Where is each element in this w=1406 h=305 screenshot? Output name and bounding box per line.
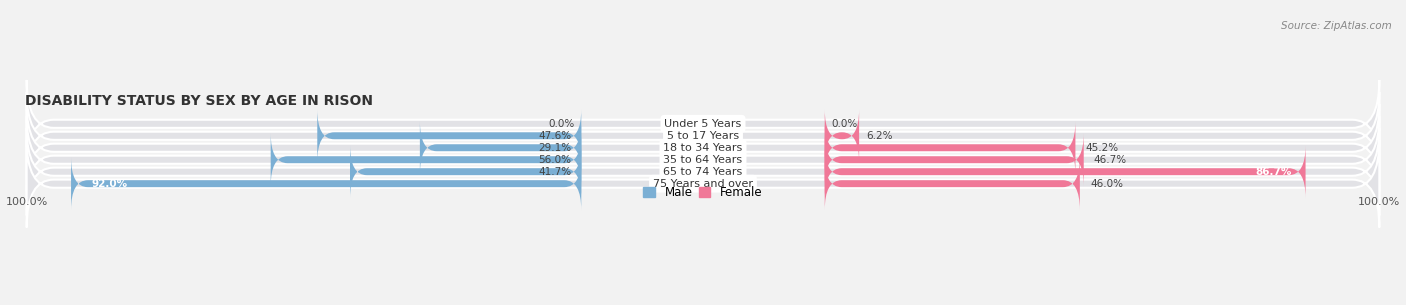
FancyBboxPatch shape [420, 121, 581, 174]
Text: 47.6%: 47.6% [538, 131, 571, 141]
Text: 18 to 34 Years: 18 to 34 Years [664, 143, 742, 153]
FancyBboxPatch shape [318, 109, 581, 162]
Text: Source: ZipAtlas.com: Source: ZipAtlas.com [1281, 21, 1392, 31]
FancyBboxPatch shape [825, 109, 859, 162]
Text: 75 Years and over: 75 Years and over [652, 179, 754, 189]
Text: 65 to 74 Years: 65 to 74 Years [664, 167, 742, 177]
Text: DISABILITY STATUS BY SEX BY AGE IN RISON: DISABILITY STATUS BY SEX BY AGE IN RISON [25, 94, 374, 108]
Text: 45.2%: 45.2% [1085, 143, 1119, 153]
FancyBboxPatch shape [350, 145, 581, 198]
FancyBboxPatch shape [27, 140, 1379, 228]
Text: 46.7%: 46.7% [1094, 155, 1128, 165]
FancyBboxPatch shape [27, 128, 1379, 216]
FancyBboxPatch shape [825, 145, 1306, 198]
FancyBboxPatch shape [825, 157, 1080, 210]
FancyBboxPatch shape [27, 104, 1379, 192]
Text: 29.1%: 29.1% [538, 143, 571, 153]
FancyBboxPatch shape [72, 157, 581, 210]
FancyBboxPatch shape [825, 133, 1084, 186]
Text: 6.2%: 6.2% [866, 131, 893, 141]
Text: 46.0%: 46.0% [1090, 179, 1123, 189]
FancyBboxPatch shape [271, 133, 581, 186]
Text: 41.7%: 41.7% [538, 167, 571, 177]
FancyBboxPatch shape [27, 92, 1379, 180]
Text: 86.7%: 86.7% [1256, 167, 1292, 177]
Text: 92.0%: 92.0% [91, 179, 128, 189]
Text: 35 to 64 Years: 35 to 64 Years [664, 155, 742, 165]
FancyBboxPatch shape [27, 116, 1379, 203]
Text: 0.0%: 0.0% [548, 119, 575, 129]
FancyBboxPatch shape [825, 121, 1076, 174]
Legend: Male, Female: Male, Female [638, 181, 768, 204]
Text: Under 5 Years: Under 5 Years [665, 119, 741, 129]
FancyBboxPatch shape [27, 80, 1379, 168]
Text: 5 to 17 Years: 5 to 17 Years [666, 131, 740, 141]
Text: 56.0%: 56.0% [538, 155, 571, 165]
Text: 0.0%: 0.0% [831, 119, 858, 129]
